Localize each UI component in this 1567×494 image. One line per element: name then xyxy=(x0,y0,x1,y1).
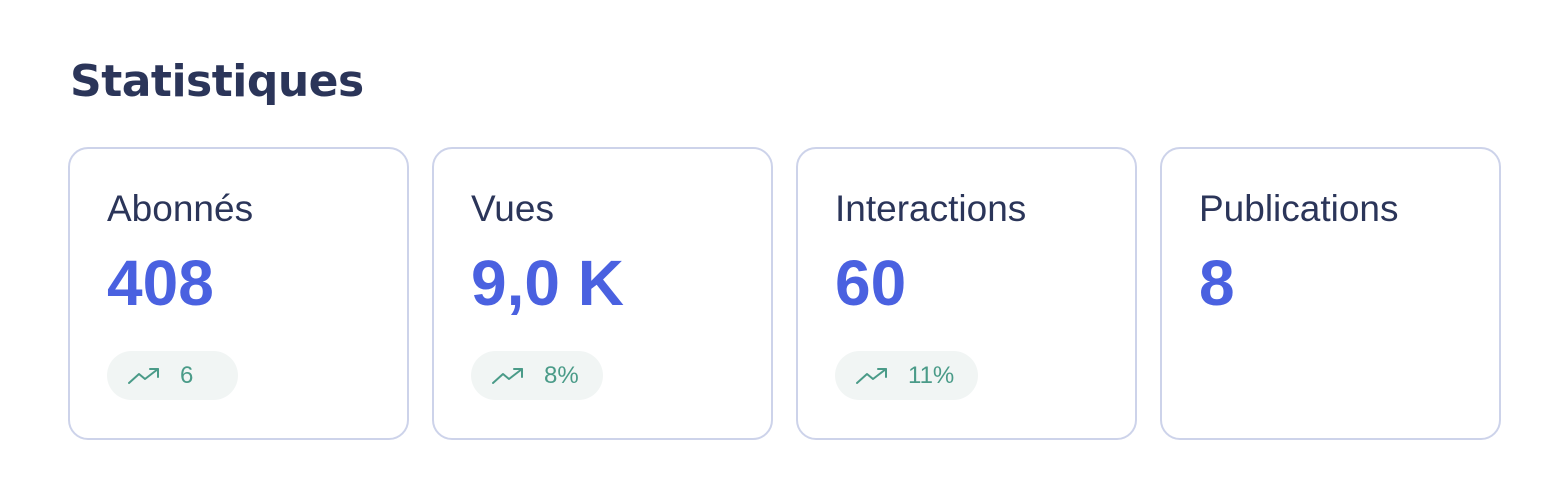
stat-label: Interactions xyxy=(835,188,1027,229)
trend-badge: 6 xyxy=(107,351,238,400)
stat-label: Abonnés xyxy=(107,188,254,229)
stat-card-publications: Publications 8 xyxy=(1160,147,1501,440)
trending-up-icon xyxy=(856,366,888,386)
stat-label: Vues xyxy=(471,188,554,229)
section-title: Statistiques xyxy=(70,56,364,107)
trend-value: 6 xyxy=(180,361,194,389)
stat-card-interactions: Interactions 60 11% xyxy=(796,147,1137,440)
trend-badge: 11% xyxy=(835,351,979,400)
stat-card-abonnes: Abonnés 408 6 xyxy=(68,147,409,440)
stat-card-vues: Vues 9,0 K 8% xyxy=(432,147,773,440)
stat-value: 8 xyxy=(1199,247,1235,319)
trending-up-icon xyxy=(128,366,160,386)
stat-value: 408 xyxy=(107,247,214,319)
stat-value: 60 xyxy=(835,247,907,319)
trend-value: 8% xyxy=(544,361,579,389)
stat-label: Publications xyxy=(1199,188,1399,229)
trending-up-icon xyxy=(492,366,524,386)
stat-value: 9,0 K xyxy=(471,247,624,319)
trend-badge: 8% xyxy=(471,351,603,400)
trend-value: 11% xyxy=(908,361,955,389)
stats-cards: Abonnés 408 6 Vues 9,0 K 8% In xyxy=(68,147,1501,440)
